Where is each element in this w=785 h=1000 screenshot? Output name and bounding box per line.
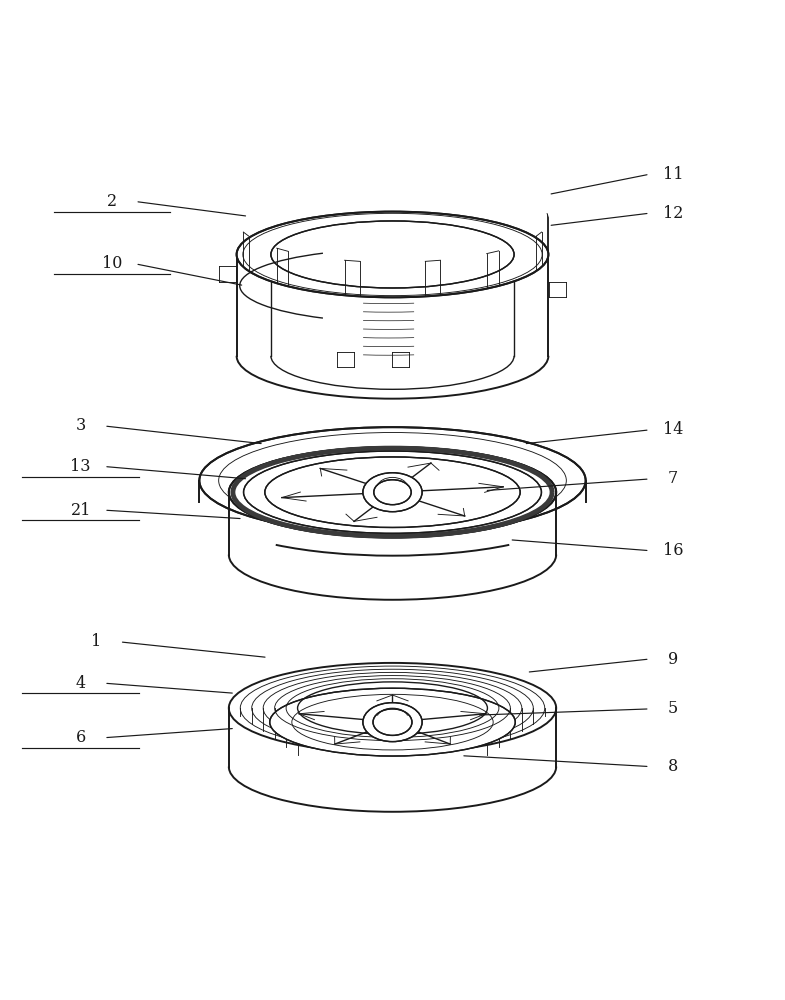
Ellipse shape <box>243 451 542 533</box>
Text: 3: 3 <box>75 417 86 434</box>
Text: 6: 6 <box>75 729 86 746</box>
Text: 8: 8 <box>668 758 678 775</box>
Ellipse shape <box>228 447 557 537</box>
Text: 21: 21 <box>71 502 91 519</box>
Ellipse shape <box>236 212 549 297</box>
Ellipse shape <box>374 480 411 505</box>
Text: 5: 5 <box>668 700 678 717</box>
Text: 2: 2 <box>107 193 117 210</box>
Ellipse shape <box>271 221 514 288</box>
Ellipse shape <box>228 663 557 753</box>
Text: 4: 4 <box>75 675 86 692</box>
Text: 10: 10 <box>102 255 122 272</box>
Text: 12: 12 <box>663 205 683 222</box>
Text: 16: 16 <box>663 542 684 559</box>
Ellipse shape <box>363 703 422 742</box>
Text: 13: 13 <box>71 458 91 475</box>
Text: 9: 9 <box>668 651 678 668</box>
Text: 1: 1 <box>91 633 101 650</box>
Ellipse shape <box>270 688 515 756</box>
Text: 7: 7 <box>668 470 678 487</box>
Text: 11: 11 <box>663 166 684 183</box>
Ellipse shape <box>363 473 422 512</box>
Ellipse shape <box>199 427 586 534</box>
Text: 14: 14 <box>663 421 683 438</box>
Ellipse shape <box>373 709 412 735</box>
Ellipse shape <box>265 457 520 527</box>
